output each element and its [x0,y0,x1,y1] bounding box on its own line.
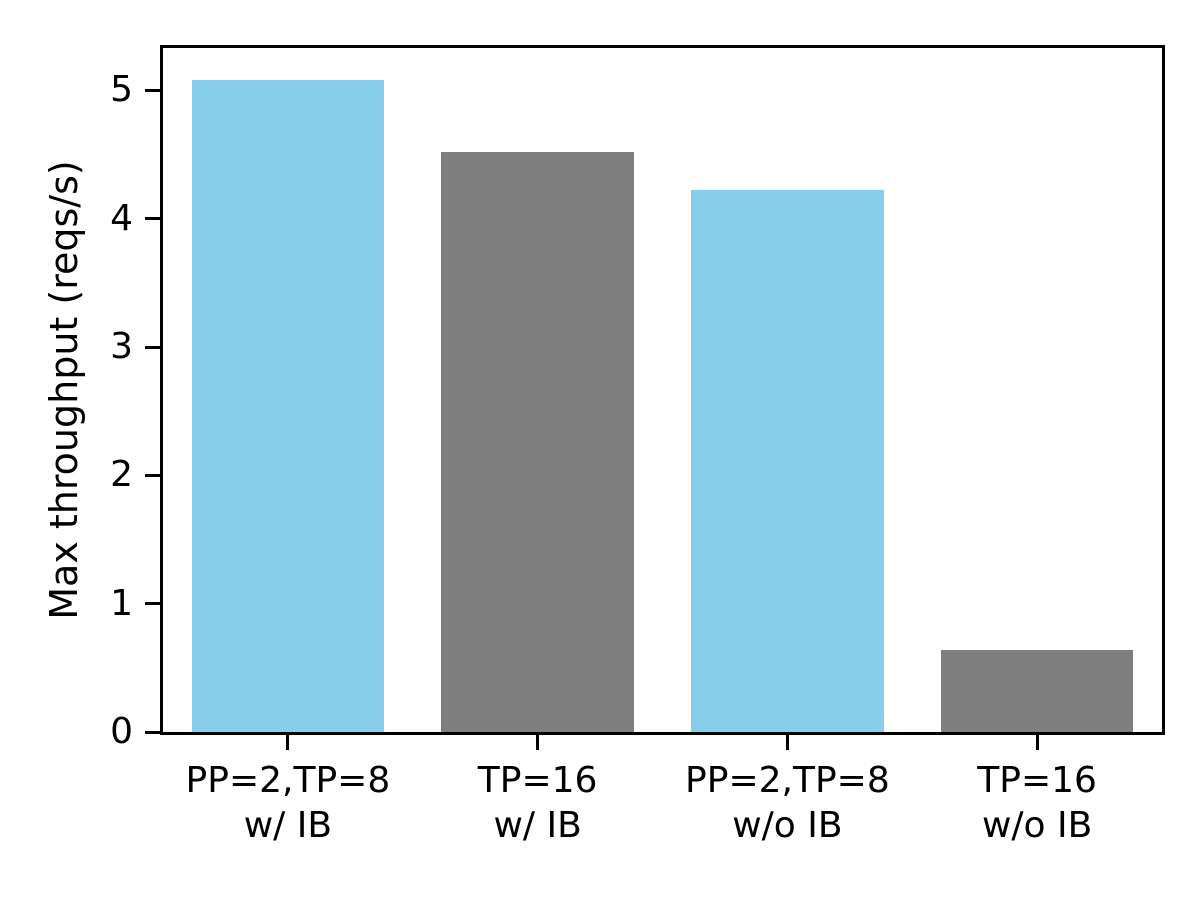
bar-tp-16-w-ib [441,151,634,732]
x-tick-label: PP=2,TP=8 w/ IB [185,760,391,846]
y-tick-label: 3 [110,326,133,367]
y-tick-mark [145,602,160,606]
bar-pp-2-tp-8-w-o-ib [691,190,884,732]
bar-tp-16-w-o-ib [940,649,1134,732]
y-tick-label: 1 [110,582,133,624]
y-tick-mark [145,473,160,477]
y-tick-label: 0 [110,711,133,752]
y-tick-mark [145,217,160,221]
bar-pp-2-tp-8-w-ib [191,80,385,732]
plot-area: 0 1 2 3 4 5 PP=2,TP=8 w/ IB TP=16 w/ IB PP=2,TP=… [110,45,1165,846]
x-tick-mark [1035,735,1039,750]
y-tick-label: 4 [110,197,133,239]
x-tick-mark [785,735,789,750]
y-tick-mark [145,730,160,734]
y-tick-mark [145,345,160,349]
y-tick-label: 5 [110,69,133,111]
x-tick-label: TP=16 w/ IB [477,760,598,846]
x-tick-mark [536,735,540,750]
x-tick-mark [286,735,290,750]
x-tick-label: TP=16 w/o IB [977,760,1097,846]
x-tick-label: PP=2,TP=8 w/o IB [685,760,890,846]
y-tick-label: 2 [110,454,133,496]
y-axis-title: Max throughput (reqs/s) [42,160,86,620]
y-tick-mark [145,88,160,92]
